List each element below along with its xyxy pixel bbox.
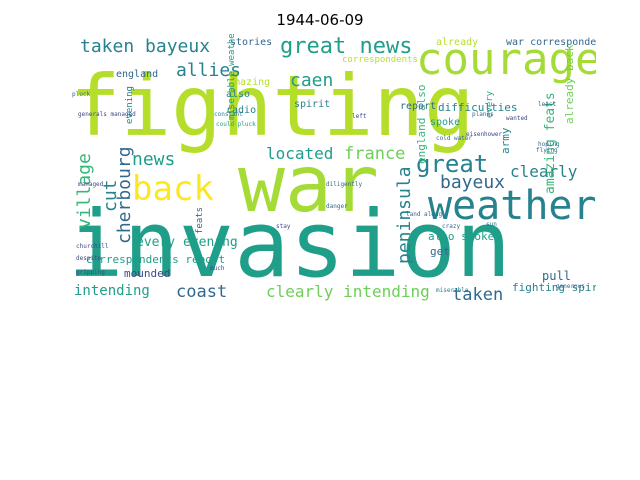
- cloud-word: also: [226, 89, 251, 100]
- cloud-word: village: [74, 153, 95, 229]
- cloud-word: report: [400, 101, 437, 112]
- cloud-word: clearly: [510, 162, 578, 181]
- cloud-word: taken: [452, 285, 504, 304]
- cloud-word: pull: [542, 269, 571, 283]
- cloud-word: already back: [563, 44, 576, 124]
- cloud-word: located: [266, 144, 334, 163]
- cloud-word: back: [132, 169, 214, 209]
- cloud-word: evening: [125, 86, 135, 124]
- cloud-word: flying: [536, 147, 558, 154]
- cloud-word: fighting: [70, 57, 475, 155]
- cloud-word: planes: [472, 111, 494, 118]
- cloud-word: intending: [74, 283, 150, 299]
- cloud-word: allies: [176, 60, 242, 81]
- cloud-word: news: [132, 149, 176, 170]
- cloud-word: miserable weather: [227, 34, 237, 120]
- cloud-word: wanted: [506, 115, 528, 122]
- cloud-word: coast: [176, 282, 228, 302]
- cloud-word: managed: [78, 181, 104, 188]
- cloud-word: feats: [195, 206, 205, 234]
- cloud-word: crazy: [442, 223, 461, 230]
- cloud-word: bayeux: [440, 172, 506, 193]
- cloud-word: danger: [326, 203, 348, 210]
- cloud-word: war: [238, 140, 379, 230]
- cloud-word: england: [116, 69, 159, 80]
- cloud-word: caen: [290, 70, 334, 91]
- cloud-word: stay: [276, 223, 291, 230]
- cloud-word: france: [344, 144, 406, 164]
- cloud-word: also spoke: [428, 230, 495, 243]
- cloud-word: amazing: [228, 77, 271, 88]
- cloud-word: great: [416, 150, 489, 178]
- cloud-word: correspondents report: [86, 253, 226, 266]
- cloud-word: clearly intending: [266, 282, 430, 301]
- cloud-word: invasion: [68, 191, 512, 298]
- cloud-word: already: [436, 37, 479, 48]
- cloud-word: mounded: [124, 267, 171, 280]
- cloud-word: difficulties: [438, 101, 518, 114]
- cloud-word: gripping: [76, 269, 105, 276]
- cloud-word: land along: [406, 211, 443, 218]
- cloud-word: generous: [556, 283, 585, 290]
- cloud-word: spirit: [294, 99, 331, 110]
- cloud-word: sun: [486, 221, 497, 228]
- cloud-word: pluck: [72, 91, 91, 98]
- cloud-word: correspondents: [342, 55, 418, 65]
- page-title: 1944-06-09: [276, 11, 364, 29]
- cloud-word: war correspondents: [506, 37, 596, 48]
- cloud-word: weather: [428, 183, 596, 229]
- cloud-word: constant: [214, 111, 243, 118]
- cloud-word: could pluck: [216, 121, 256, 128]
- cloud-word: diligently: [326, 181, 363, 188]
- cloud-word: despite: [76, 255, 102, 262]
- cloud-word: taken bayeux: [80, 36, 211, 57]
- cloud-word: generals managed: [78, 111, 136, 118]
- cloud-word: get: [430, 245, 450, 258]
- cloud-word: great news: [280, 34, 413, 59]
- word-cloud: invasion fighting war courage weather back gre…: [66, 34, 596, 303]
- cloud-word: stories: [230, 37, 273, 48]
- cloud-word: churchill: [76, 243, 109, 250]
- cloud-word: left: [352, 113, 367, 120]
- cloud-word: least: [538, 101, 557, 108]
- cloud-word: eisenhower: [466, 131, 503, 138]
- cloud-word: england also: [415, 84, 428, 164]
- cloud-word: spoke: [430, 117, 461, 128]
- cloud-word: radio: [226, 105, 257, 116]
- cloud-word: fighting spirit: [512, 281, 596, 294]
- cloud-word: much: [210, 265, 225, 272]
- cloud-word: every evening: [136, 235, 238, 250]
- cloud-word: cold water: [436, 135, 473, 142]
- cloud-word: hoping: [538, 141, 560, 148]
- cloud-word: miserable: [436, 287, 469, 294]
- cloud-word: courage: [416, 34, 596, 85]
- cloud-word: cherbourg: [114, 146, 135, 244]
